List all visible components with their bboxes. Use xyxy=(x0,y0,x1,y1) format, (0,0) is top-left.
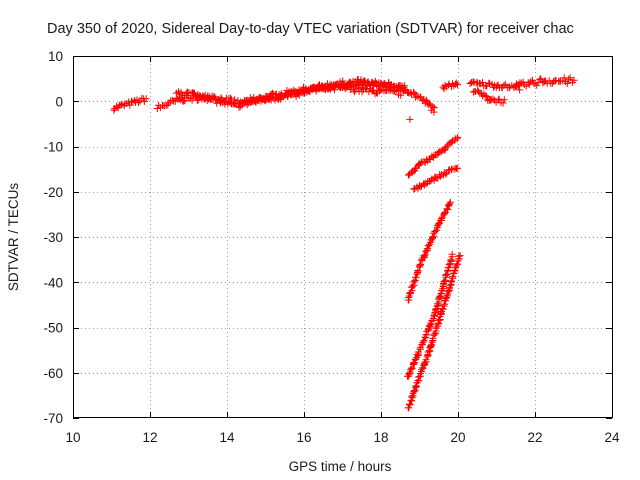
series-arc-l xyxy=(404,250,456,380)
point-markers xyxy=(466,78,524,94)
series-arc-f xyxy=(466,78,524,94)
point-markers xyxy=(512,74,578,90)
series-arc-d xyxy=(246,77,408,105)
y-axis-label: SDTVAR / TECUs xyxy=(6,183,21,292)
series-arc-i xyxy=(404,133,462,179)
point-markers xyxy=(469,86,508,107)
axis-ticks xyxy=(73,56,613,419)
x-tick-label: 14 xyxy=(219,430,235,445)
x-tick-label: 22 xyxy=(527,430,542,445)
x-tick-label: 10 xyxy=(65,430,80,445)
point-markers xyxy=(439,79,461,93)
plot-frame xyxy=(73,56,613,418)
series-arc-g xyxy=(469,86,508,107)
point-markers xyxy=(110,94,150,114)
grid-lines xyxy=(73,56,612,418)
series-arc-k xyxy=(404,198,454,304)
data-points xyxy=(110,74,578,412)
y-tick-label: -70 xyxy=(43,411,63,426)
chart-title: Day 350 of 2020, Sidereal Day-to-day VTE… xyxy=(47,21,574,37)
x-tick-label: 20 xyxy=(450,430,465,445)
y-tick-label: -60 xyxy=(43,366,63,381)
series-arc-m xyxy=(404,252,464,412)
x-tick-label: 18 xyxy=(373,430,388,445)
series-arc-j xyxy=(410,164,462,193)
x-tick-label: 16 xyxy=(296,430,311,445)
y-tick-label: -30 xyxy=(43,230,63,245)
x-tick-label: 12 xyxy=(142,430,157,445)
y-tick-label: -40 xyxy=(43,275,63,290)
point-markers xyxy=(404,250,456,380)
y-tick-label: -20 xyxy=(43,185,63,200)
y-tick-label: 10 xyxy=(48,49,63,64)
y-tick-label: 0 xyxy=(55,94,63,109)
point-markers xyxy=(404,198,454,304)
point-markers xyxy=(404,252,464,412)
x-tick-label: 24 xyxy=(604,430,620,445)
point-markers xyxy=(406,115,414,123)
y-tick-labels: -70 -60 -50 -40 -30 -20 -10 0 10 xyxy=(43,49,63,426)
point-markers xyxy=(404,133,462,179)
series-arc-a xyxy=(110,94,150,114)
point-markers xyxy=(246,77,408,105)
y-tick-label: -50 xyxy=(43,321,63,336)
series-arc-e xyxy=(439,79,461,93)
point-markers xyxy=(410,164,462,193)
series-outlier xyxy=(406,115,414,123)
x-axis-label: GPS time / hours xyxy=(289,459,392,474)
x-tick-labels: 10 12 14 16 18 20 22 24 xyxy=(65,430,620,445)
y-tick-label: -10 xyxy=(43,140,63,155)
series-arc-h xyxy=(512,74,578,90)
